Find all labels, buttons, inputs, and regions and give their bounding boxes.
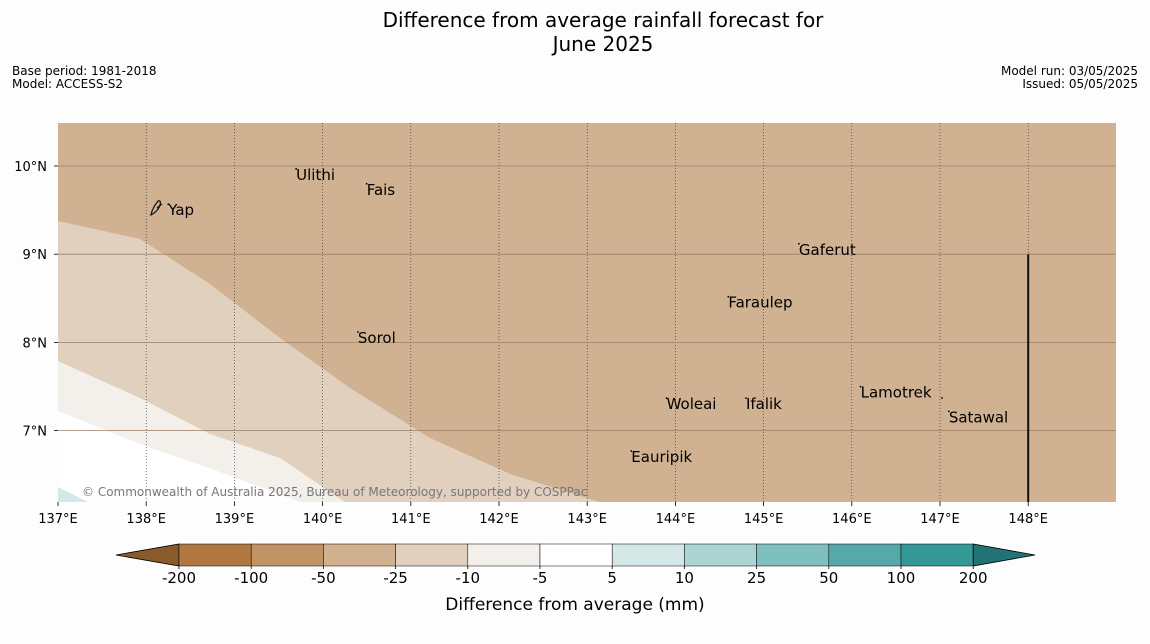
yap-island-outline xyxy=(150,200,163,217)
anomaly-region-plus5-plus10 xyxy=(58,487,88,502)
colorbar-swatch xyxy=(900,543,974,567)
place-label-lamotrek: Lamotrek xyxy=(861,384,932,402)
colorbar-tick-label: 200 xyxy=(959,569,988,587)
colorbar-tick-label: -5 xyxy=(533,569,548,587)
place-marker xyxy=(167,203,170,206)
copyright-text: © Commonwealth of Australia 2025, Bureau… xyxy=(82,485,587,499)
lon-tick-label: 138°E xyxy=(126,512,166,527)
colorbar-tick-label: 25 xyxy=(747,569,766,587)
colorbar-extend-low xyxy=(115,543,180,567)
lat-tick-label: 8°N xyxy=(23,336,48,351)
colorbar-tick-label: 100 xyxy=(887,569,916,587)
colorbar-tick-label: 50 xyxy=(819,569,838,587)
place-label-eauripik: Eauripik xyxy=(631,448,692,466)
colorbar-tick-label: -50 xyxy=(311,569,336,587)
colorbar-tick-label: -25 xyxy=(383,569,408,587)
lon-tick-label: 146°E xyxy=(832,512,872,527)
place-label-faraulep: Faraulep xyxy=(728,294,792,312)
place-labels: Yap Ulithi Fais Gaferut Faraulep Sorol Woleai I… xyxy=(167,166,1008,466)
place-label-fais: Fais xyxy=(367,181,396,199)
title-line-1: Difference from average rainfall forecas… xyxy=(382,8,824,32)
meta-left: Base period: 1981-2018 Model: ACCESS-S2 xyxy=(12,65,157,91)
reef-marker xyxy=(941,397,943,399)
colorbar-extend-high xyxy=(972,543,1036,567)
meta-right: Model run: 03/05/2025 Issued: 05/05/2025 xyxy=(1001,65,1138,91)
title-line-2: June 2025 xyxy=(552,32,654,56)
colorbar-swatch xyxy=(539,543,613,567)
map-title: Difference from average rainfall forecas… xyxy=(0,8,1150,56)
colorbar-swatch xyxy=(828,543,902,567)
place-marker xyxy=(947,410,950,413)
colorbar-tick-label: 10 xyxy=(675,569,694,587)
colorbar-swatch xyxy=(611,543,685,567)
lon-tick-label: 142°E xyxy=(479,512,519,527)
colorbar-tick-label: 5 xyxy=(607,569,617,587)
colorbar-swatch xyxy=(684,543,757,567)
lon-tick-label: 148°E xyxy=(1008,512,1048,527)
place-label-satawal: Satawal xyxy=(949,408,1008,426)
colorbar-swatch xyxy=(178,543,252,567)
map-plot-area: Yap Ulithi Fais Gaferut Faraulep Sorol Woleai I… xyxy=(58,123,1116,502)
model-name: Model: ACCESS-S2 xyxy=(12,77,124,91)
base-period: Base period: 1981-2018 xyxy=(12,64,157,78)
anomaly-region-minus5-plus5 xyxy=(58,411,300,502)
colorbar-swatch xyxy=(467,543,541,567)
lat-tick-label: 7°N xyxy=(23,425,48,440)
lon-tick-label: 137°E xyxy=(38,512,78,527)
colorbar-swatch xyxy=(756,543,830,567)
colorbar-tick-label: -200 xyxy=(162,569,196,587)
lon-tick-label: 145°E xyxy=(744,512,784,527)
issued-date: Issued: 05/05/2025 xyxy=(1022,77,1138,91)
lon-tick-label: 140°E xyxy=(303,512,343,527)
model-run: Model run: 03/05/2025 xyxy=(1000,64,1138,78)
colorbar-swatch xyxy=(250,543,324,567)
place-label-gaferut: Gaferut xyxy=(799,241,856,259)
lon-tick-label: 143°E xyxy=(567,512,607,527)
place-marker xyxy=(797,242,800,245)
place-marker xyxy=(665,397,668,400)
lon-tick-label: 144°E xyxy=(656,512,696,527)
place-marker xyxy=(630,450,633,452)
place-marker xyxy=(859,385,862,388)
lat-tick-label: 9°N xyxy=(23,248,48,263)
colorbar-tick-label: -10 xyxy=(456,569,481,587)
place-label-sorol: Sorol xyxy=(358,329,396,347)
place-marker xyxy=(295,167,298,170)
lon-tick-label: 141°E xyxy=(391,512,431,527)
colorbar-swatch xyxy=(323,543,396,567)
place-marker xyxy=(356,331,359,333)
place-label-woleai: Woleai xyxy=(667,395,717,413)
place-label-yap: Yap xyxy=(167,201,194,219)
place-marker xyxy=(727,295,730,298)
colorbar-title: Difference from average (mm) xyxy=(445,595,704,615)
colorbar-tick-label: -100 xyxy=(234,569,268,587)
place-marker xyxy=(365,182,368,185)
lat-tick-label: 10°N xyxy=(14,160,47,175)
lon-tick-label: 147°E xyxy=(920,512,960,527)
place-marker xyxy=(745,397,747,400)
place-label-ifalik: Ifalik xyxy=(746,395,782,413)
lon-tick-label: 139°E xyxy=(215,512,255,527)
colorbar-swatch xyxy=(395,543,469,567)
place-label-ulithi: Ulithi xyxy=(296,166,335,184)
map-axes: 137°E 138°E 139°E 140°E 141°E 142°E 143°E 144°E… xyxy=(14,160,1048,527)
colorbar: -200 -100 -50 -25 -10 -5 5 10 25 50 100 200 xyxy=(115,543,1036,587)
